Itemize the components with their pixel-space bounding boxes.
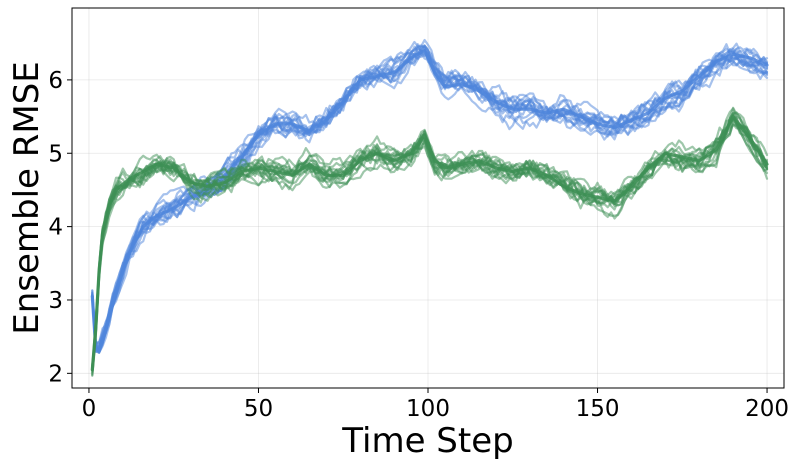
y-tick-label-2: 4 xyxy=(48,215,63,241)
x-axis-label: Time Step xyxy=(341,421,513,461)
series-0-group xyxy=(90,38,769,354)
plot-series xyxy=(90,38,769,377)
x-tick-label-4: 200 xyxy=(745,396,789,422)
x-axis-ticks: 0 50 100 150 200 xyxy=(82,388,789,422)
x-tick-label-3: 150 xyxy=(576,396,620,422)
x-tick-label-2: 100 xyxy=(406,396,450,422)
y-axis-label: Ensemble RMSE xyxy=(7,61,47,335)
y-axis-ticks: 2 3 4 5 6 xyxy=(48,68,72,387)
y-tick-label-3: 5 xyxy=(48,141,63,167)
y-tick-label-1: 3 xyxy=(48,288,63,314)
y-tick-label-0: 2 xyxy=(48,361,63,387)
series-1-mean-line xyxy=(90,114,769,372)
series-1-group xyxy=(90,106,769,377)
series-0-mean-line xyxy=(90,48,769,353)
x-tick-label-0: 0 xyxy=(82,396,97,422)
y-tick-label-4: 6 xyxy=(48,68,63,94)
x-tick-label-1: 50 xyxy=(244,396,273,422)
